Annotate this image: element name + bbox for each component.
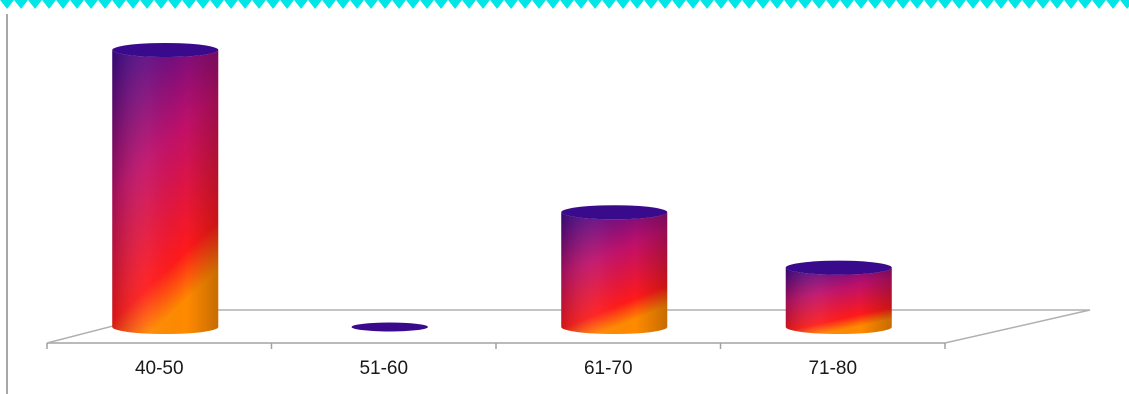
bar-shading [785, 267, 892, 334]
bar-shading [561, 212, 668, 334]
bar-61-70 [561, 205, 668, 334]
x-tick-label: 40-50 [135, 358, 184, 379]
x-tick-label: 51-60 [359, 358, 408, 379]
x-axis-tick-labels: 40-50 51-60 61-70 71-80 [135, 358, 857, 379]
bar-40-50 [112, 43, 219, 334]
x-axis-ticks [46, 343, 946, 349]
bar-shading [112, 50, 219, 334]
decorative-top-border [0, 0, 1129, 10]
bar-71-80 [785, 260, 892, 334]
bar-51-60 [351, 322, 428, 332]
bar-top [561, 205, 668, 220]
x-tick-label: 61-70 [584, 358, 633, 379]
bar-top [785, 260, 892, 275]
bar-top [351, 322, 428, 332]
bar-top [112, 43, 219, 57]
bars-layer [112, 43, 892, 334]
x-tick-label: 71-80 [808, 358, 857, 379]
